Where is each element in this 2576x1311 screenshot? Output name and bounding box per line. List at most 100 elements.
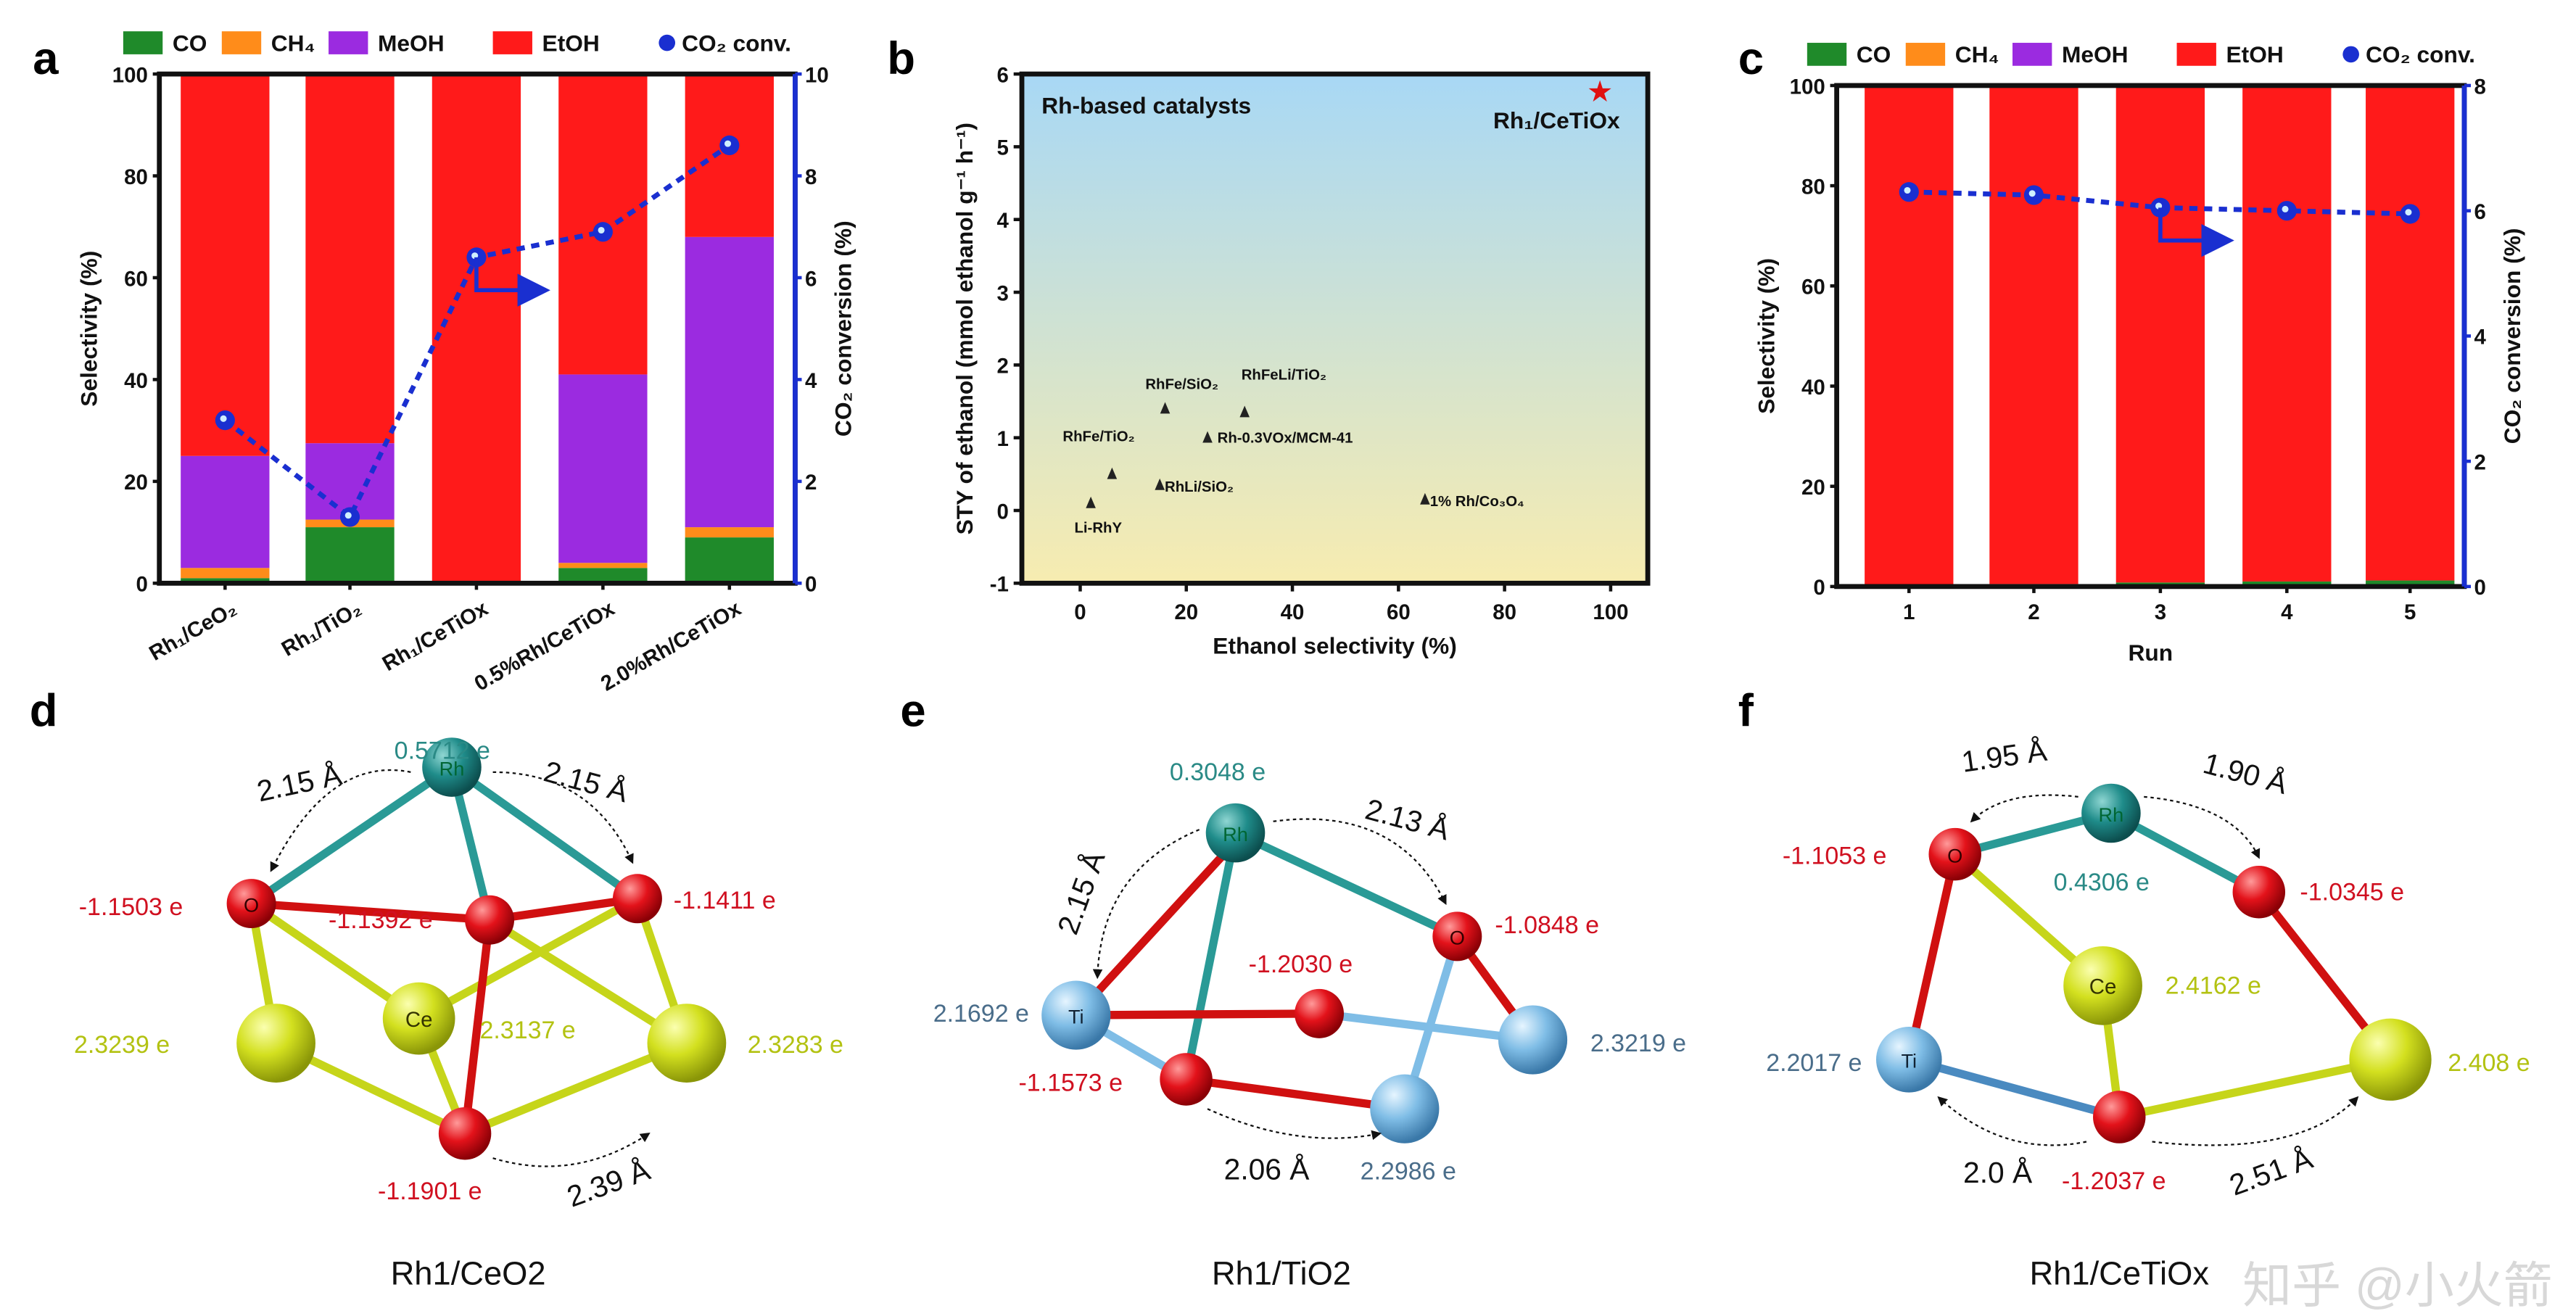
x-tick-label: 5 bbox=[2404, 600, 2416, 624]
legend-label: CO₂ conv. bbox=[682, 30, 791, 56]
bar-co-0 bbox=[181, 578, 270, 584]
charge-label: 2.2017 e bbox=[1766, 1049, 1862, 1077]
y-tick-label: 6 bbox=[997, 63, 1009, 87]
legend-marker-co2 bbox=[659, 34, 676, 51]
legend-swatch-3 bbox=[2176, 43, 2216, 66]
charge-label: -1.1901 e bbox=[378, 1178, 482, 1205]
y-axis-title: Selectivity (%) bbox=[1754, 258, 1780, 414]
structure-caption: Rh1/CeTiOx bbox=[2029, 1255, 2209, 1292]
atom-label: Ce bbox=[2089, 975, 2117, 999]
bar-etoh-0 bbox=[181, 74, 270, 456]
distance-label: 2.15 Å bbox=[254, 758, 345, 808]
ti-atom bbox=[1370, 1074, 1440, 1143]
right-axis-arrow bbox=[2158, 207, 2234, 257]
y2-tick-label: 0 bbox=[2474, 576, 2486, 600]
panel-label-c: c bbox=[1738, 33, 1764, 84]
y-tick-label: 100 bbox=[1790, 75, 1825, 99]
y-tick-label: 80 bbox=[1801, 175, 1825, 199]
x-tick-label: 60 bbox=[1387, 600, 1411, 624]
legend-label: CH₄ bbox=[1955, 41, 1999, 67]
o-atom bbox=[612, 874, 662, 924]
y-tick-label: -1 bbox=[990, 573, 1009, 597]
structure-e: Rh O Ti 0.3048 e -1.0848 e -1.2030 e 2.1… bbox=[933, 758, 1686, 1291]
bar-meoh-4 bbox=[685, 236, 774, 528]
distance-label: 2.39 Å bbox=[563, 1153, 655, 1214]
ce-atom bbox=[2063, 946, 2142, 1025]
point-label: Rh-0.3VOx/MCM-41 bbox=[1218, 430, 1353, 446]
y2-tick-label: 4 bbox=[805, 369, 817, 393]
atom-label: Rh bbox=[1223, 823, 1248, 845]
ce-atom bbox=[236, 1004, 315, 1083]
legend-label: MeOH bbox=[2062, 41, 2129, 67]
x-tick-label: 0.5%Rh/CeTiOx bbox=[471, 596, 619, 695]
x-axis-title: Run bbox=[2128, 640, 2173, 666]
charge-label: 2.1692 e bbox=[933, 1000, 1029, 1027]
bar-etoh-2 bbox=[2115, 85, 2205, 583]
distance-label: 2.51 Å bbox=[2225, 1141, 2317, 1202]
legend-swatch-2 bbox=[2012, 43, 2052, 66]
distance-label: 2.06 Å bbox=[1224, 1153, 1310, 1186]
point-highlight bbox=[2028, 190, 2036, 197]
y-tick-label: 1 bbox=[997, 427, 1009, 451]
x-tick-label: 40 bbox=[1281, 600, 1305, 624]
legend-swatch-0 bbox=[123, 31, 163, 54]
panel-label-e: e bbox=[900, 685, 925, 736]
ti-atom bbox=[1498, 1005, 1568, 1075]
ce-atom bbox=[647, 1004, 727, 1083]
charge-label: -1.1392 e bbox=[329, 906, 433, 934]
atom-label: O bbox=[244, 893, 259, 916]
o-atom bbox=[1432, 911, 1482, 961]
point-highlight bbox=[724, 140, 732, 147]
bar-meoh-3 bbox=[558, 374, 648, 563]
charge-label: -1.1503 e bbox=[79, 893, 183, 921]
ce-atom bbox=[2349, 1018, 2432, 1101]
charge-label: -1.1411 e bbox=[674, 887, 776, 914]
point-label: Li-RhY bbox=[1074, 521, 1122, 537]
panel-label-f: f bbox=[1738, 685, 1754, 736]
point-label: RhFeLi/TiO₂ bbox=[1242, 367, 1326, 383]
y-tick-label: 40 bbox=[124, 369, 148, 393]
x-tick-label: Rh₁/CeTiOx bbox=[379, 596, 492, 676]
chart-c-stability-runs: CO CH₄ MeOH EtOH CO₂ conv. 1 2 3 4 5 0 20 40 60 80 100 0… bbox=[1754, 41, 2525, 666]
charge-label: -1.1053 e bbox=[1783, 843, 1887, 870]
atom-label: Ti bbox=[1901, 1050, 1917, 1072]
right-axis-arrow bbox=[474, 257, 550, 307]
data-point-6 bbox=[1420, 492, 1430, 505]
y2-tick-label: 2 bbox=[805, 471, 817, 495]
ti-atom bbox=[1041, 980, 1111, 1050]
atom-label: Ce bbox=[405, 1008, 433, 1032]
x-tick-label: 1 bbox=[1903, 600, 1915, 624]
bar-etoh-1 bbox=[1989, 85, 2078, 584]
bar-ch-0 bbox=[181, 568, 270, 579]
y-tick-label: 40 bbox=[1801, 376, 1825, 400]
point-highlight bbox=[220, 415, 227, 422]
y2-tick-label: 6 bbox=[805, 267, 817, 291]
y-tick-label: 20 bbox=[124, 471, 148, 495]
bar-etoh-4 bbox=[685, 74, 774, 237]
chart-title: Rh-based catalysts bbox=[1041, 92, 1251, 118]
bar-etoh-2 bbox=[432, 74, 521, 584]
charge-label: -1.0345 e bbox=[2300, 879, 2404, 906]
point-highlight bbox=[2405, 209, 2412, 216]
legend-swatch-0 bbox=[1807, 43, 1847, 66]
chart-b-sty-scatter: Rh-based catalysts 0 20 40 60 80 100 -1 0 1 2 3 4 5 6 E… bbox=[951, 63, 1651, 659]
bar-co-3 bbox=[558, 568, 648, 584]
legend-label: CO₂ conv. bbox=[2366, 41, 2475, 67]
watermark: 知乎 @小火箭 bbox=[2242, 1259, 2553, 1311]
y2-tick-label: 10 bbox=[805, 63, 829, 87]
legend-label: MeOH bbox=[378, 30, 445, 56]
o-atom bbox=[1160, 1053, 1213, 1106]
charge-label: -1.0848 e bbox=[1495, 911, 1599, 939]
panel-label-b: b bbox=[887, 33, 915, 84]
y2-tick-label: 8 bbox=[2474, 75, 2486, 99]
atom-label: Rh bbox=[439, 757, 465, 779]
y-axis-title: STY of ethanol (mmol ethanol g⁻¹ h⁻¹) bbox=[951, 123, 978, 534]
y-tick-label: 0 bbox=[136, 573, 148, 597]
legend-label: CO bbox=[173, 30, 207, 56]
charge-label: 2.3239 e bbox=[74, 1031, 170, 1059]
legend-label: EtOH bbox=[542, 30, 600, 56]
legend-label: CH₄ bbox=[271, 30, 315, 56]
point-highlight bbox=[598, 226, 605, 234]
plot-area bbox=[1019, 71, 1651, 586]
structure-caption: Rh1/TiO2 bbox=[1212, 1255, 1351, 1292]
